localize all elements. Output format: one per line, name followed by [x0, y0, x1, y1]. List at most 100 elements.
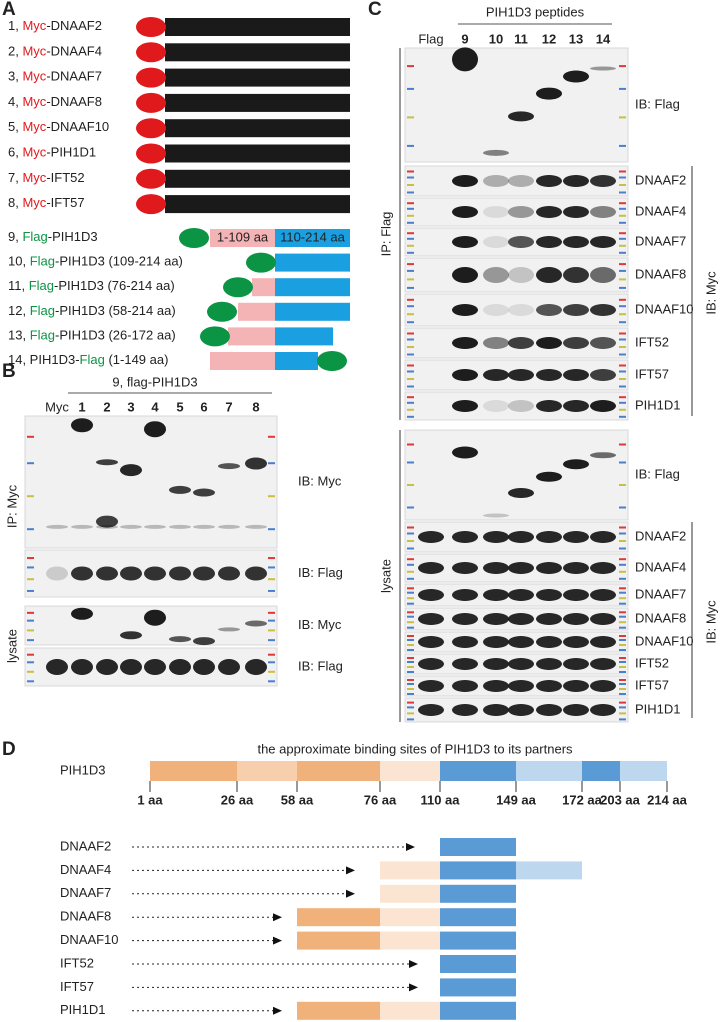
binding-segment	[380, 908, 440, 927]
partner-label: DNAAF2	[60, 838, 111, 853]
band	[193, 566, 215, 581]
blot-label: DNAAF2	[635, 528, 686, 543]
ladder-mark	[268, 661, 275, 664]
band	[218, 463, 240, 470]
binding-segment	[440, 838, 516, 856]
domain-segment	[582, 761, 620, 781]
band	[71, 418, 93, 433]
ladder-mark	[27, 495, 34, 498]
blot-label: IB: Flag	[635, 96, 680, 111]
band	[536, 704, 562, 716]
section-label: IP: Myc	[4, 484, 19, 528]
domain-segment	[237, 761, 297, 781]
label-part: -DNAAF4	[46, 44, 102, 59]
ladder-mark	[619, 706, 626, 709]
label-part: -DNAAF2	[46, 18, 102, 33]
blot-label: DNAAF2	[635, 172, 686, 187]
lane-label: Flag	[418, 31, 443, 46]
band	[452, 531, 478, 543]
binding-segment	[380, 1001, 440, 1020]
ladder-mark	[407, 532, 414, 535]
band	[508, 111, 534, 122]
band	[483, 589, 509, 601]
band	[46, 659, 68, 675]
band	[46, 524, 68, 529]
band	[245, 457, 267, 470]
ladder-mark	[407, 221, 414, 224]
lane-label: Myc	[45, 399, 69, 414]
ladder-mark	[619, 701, 626, 704]
band	[483, 149, 509, 156]
partner-label: PIH1D1	[60, 1002, 106, 1017]
panel-letter: B	[2, 361, 16, 382]
ladder-mark	[407, 626, 414, 629]
construct-label: 9, Flag-PIH1D3	[8, 229, 98, 244]
ladder-mark	[619, 207, 626, 210]
ladder-mark	[407, 65, 414, 68]
ladder-mark	[27, 670, 34, 673]
band	[508, 175, 534, 187]
band	[563, 267, 589, 283]
arrow-head	[406, 843, 415, 851]
section-label: lysate	[378, 559, 393, 593]
protein-bar	[165, 169, 350, 188]
band	[590, 369, 616, 381]
band	[508, 613, 534, 625]
band	[536, 369, 562, 381]
band	[508, 704, 534, 716]
band	[483, 531, 509, 543]
section-label: IP: Flag	[378, 212, 393, 257]
ladder-mark	[27, 557, 34, 560]
tick-label: 214 aa	[647, 792, 688, 807]
ladder-mark	[407, 701, 414, 704]
band	[452, 589, 478, 601]
partner-label: DNAAF8	[60, 909, 111, 924]
ladder-mark	[619, 540, 626, 542]
construct-label: 6, Myc-PIH1D1	[8, 145, 96, 160]
band	[508, 267, 534, 283]
lane-label: 14	[596, 31, 611, 46]
flag-tag	[207, 301, 237, 322]
blot-label: DNAAF7	[635, 586, 686, 601]
ladder-mark	[407, 338, 414, 341]
band	[169, 566, 191, 581]
label-part: 8,	[8, 196, 22, 211]
band	[590, 175, 616, 187]
label-part: 3,	[8, 69, 22, 84]
binding-segment	[380, 884, 440, 903]
label-part: 1,	[8, 18, 22, 33]
ladder-mark	[407, 401, 414, 404]
ladder-mark	[619, 286, 626, 289]
arrow-head	[346, 866, 355, 875]
ladder-mark	[407, 116, 414, 119]
panel-letter: A	[2, 0, 16, 20]
ladder-mark	[407, 263, 414, 266]
band	[590, 267, 616, 283]
ladder-mark	[407, 415, 414, 418]
ladder-mark	[619, 251, 626, 254]
ladder-mark	[619, 661, 626, 663]
band	[508, 369, 534, 381]
label-part: 2,	[8, 44, 22, 59]
construct-label: 2, Myc-DNAAF4	[8, 44, 102, 59]
band	[418, 658, 444, 670]
ladder-mark	[407, 214, 414, 217]
ladder-mark	[268, 589, 275, 592]
protein-bar	[165, 18, 350, 36]
band	[483, 369, 509, 381]
ladder-mark	[619, 558, 626, 561]
band	[71, 524, 93, 529]
ladder-mark	[407, 526, 414, 529]
partner-label: DNAAF7	[60, 885, 111, 900]
ladder-mark	[619, 346, 626, 348]
label-part: 5,	[8, 120, 22, 135]
binding-segment	[297, 1001, 380, 1020]
band	[452, 562, 478, 574]
myc-tag	[136, 118, 166, 139]
band	[218, 659, 240, 675]
construct-label: 12, Flag-PIH1D3 (58-214 aa)	[8, 303, 176, 318]
label-part: -PIH1D3	[48, 229, 98, 244]
ladder-mark	[619, 615, 626, 618]
c-terminal-segment	[275, 302, 350, 321]
